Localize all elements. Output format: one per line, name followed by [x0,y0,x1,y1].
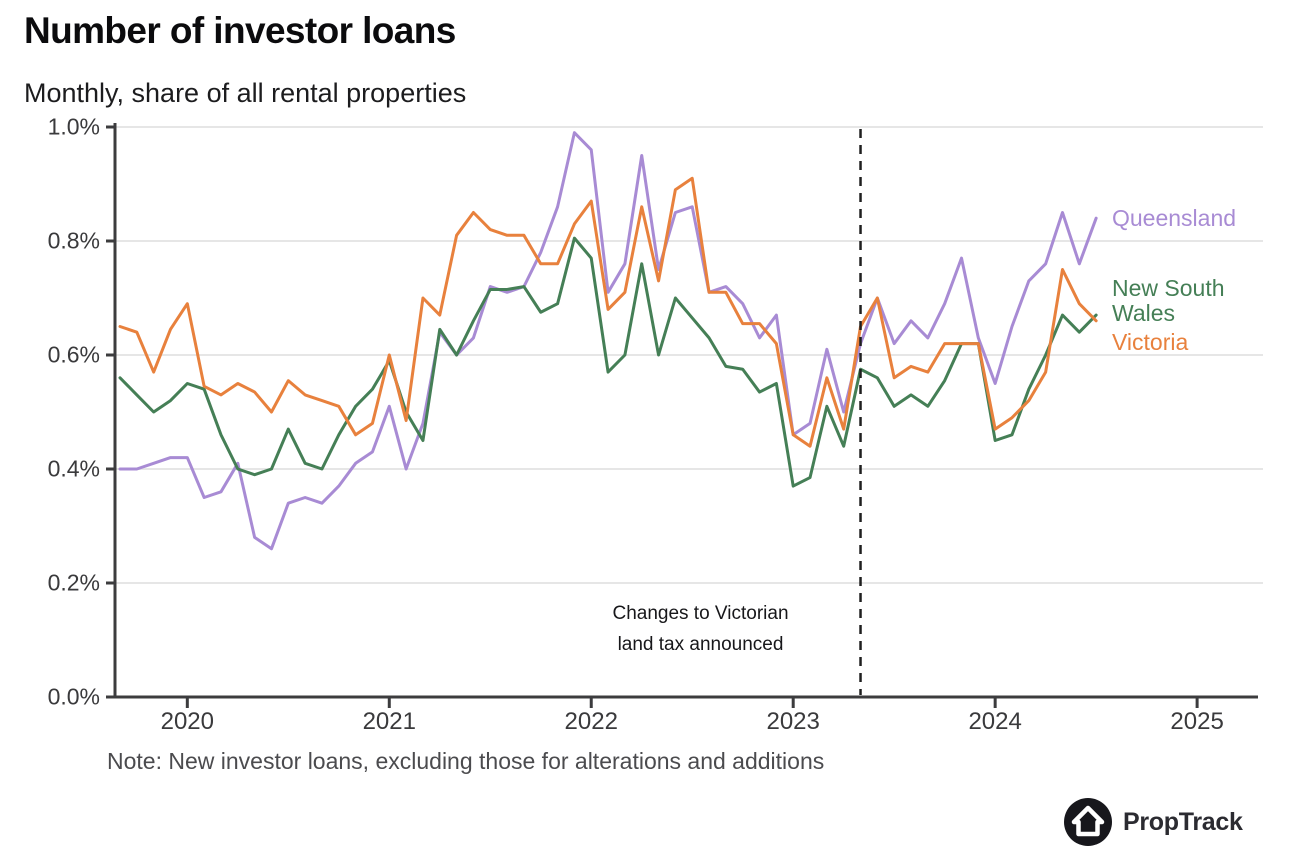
y-tick-label: 0.0% [47,683,100,710]
x-tick-label: 2021 [362,708,416,735]
annotation-line1: Changes to Victorian [612,603,789,624]
line-queensland [118,131,1098,551]
axes [106,123,1258,708]
legend-new-south-wales: New South Wales [1112,275,1225,326]
annotation-line2: land tax announced [617,634,784,655]
proptrack-logo: PropTrack [1063,797,1243,847]
y-tick-label: 0.6% [47,341,100,368]
page-title: Number of investor loans [24,10,456,51]
event-annotation: Changes to Victorian land tax announced [578,598,823,660]
chart-note: Note: New investor loans, excluding thos… [107,748,825,774]
page-subtitle: Monthly, share of all rental properties [24,78,467,108]
line-victoria [118,176,1098,448]
x-tick-label: 2020 [160,708,214,735]
y-tick-label: 0.8% [47,227,100,254]
y-tick-label: 1.0% [47,113,100,140]
legend-queensland: Queensland [1112,205,1237,231]
y-tick-label: 0.4% [47,455,100,482]
gridlines [115,126,1263,584]
line-new-south-wales [118,236,1098,488]
x-tick-label: 2022 [564,708,618,735]
proptrack-house-icon [1064,798,1112,846]
y-tick-label: 0.2% [47,569,100,596]
legend-victoria: Victoria [1112,329,1189,355]
x-tick-label: 2025 [1170,708,1224,735]
series-lines [118,131,1098,551]
x-tick-label: 2024 [968,708,1022,735]
x-tick-label: 2023 [766,708,820,735]
proptrack-wordmark: PropTrack [1123,807,1243,836]
